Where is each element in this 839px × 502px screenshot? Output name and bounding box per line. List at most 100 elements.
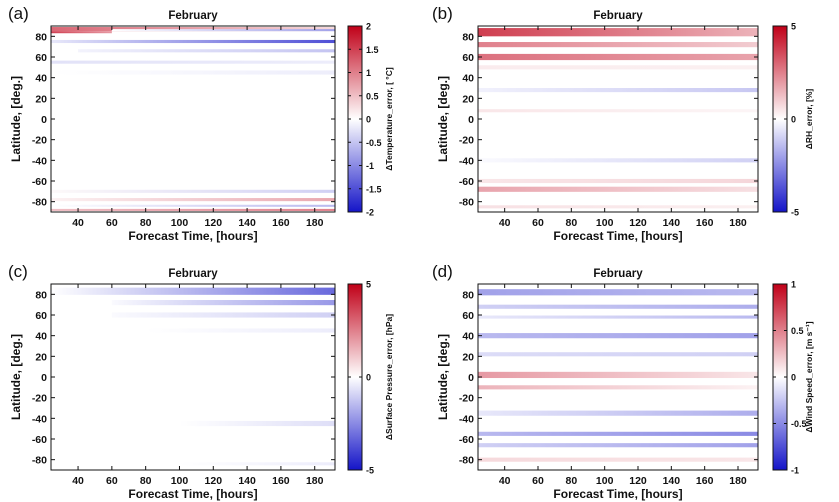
x-tick-label: 160 — [696, 217, 714, 229]
x-tick-label: 160 — [272, 475, 290, 487]
heatmap — [51, 287, 335, 466]
y-tick-label: 60 — [35, 52, 47, 64]
y-tick-label: 20 — [462, 351, 474, 363]
heatmap-band — [478, 186, 758, 192]
colorbar-tick-label: -5 — [791, 208, 799, 218]
colorbar-tick-label: 2 — [366, 22, 371, 32]
heatmap-band — [111, 300, 335, 306]
y-tick-label: 80 — [462, 289, 474, 301]
plot-area — [51, 284, 335, 470]
y-tick-label: -40 — [459, 413, 474, 425]
heatmap-band — [478, 371, 758, 379]
heatmap-band — [478, 431, 758, 436]
x-tick-label: 60 — [106, 475, 118, 487]
y-tick-label: 40 — [35, 73, 47, 85]
colorbar-tick-label: 0 — [366, 373, 371, 383]
heatmap-band — [478, 385, 758, 390]
colorbar-tick-label: 0.5 — [366, 91, 379, 101]
chart-panel-3: 40 60 80 100 120 140 160 180 80 60 40 20 0 -20 -40 -60 -… — [432, 262, 814, 501]
y-tick-label: 60 — [35, 310, 47, 322]
y-tick-label: -60 — [459, 176, 474, 188]
y-tick-label: 60 — [462, 310, 474, 322]
x-tick-label: 60 — [532, 475, 544, 487]
chart-panel-2: 40 60 80 100 120 140 160 180 80 60 40 20 0 -20 -40 -60 -… — [8, 262, 394, 501]
heatmap-band — [478, 65, 758, 70]
y-tick-label: -40 — [32, 155, 47, 167]
y-axis-label: Latitude, [deg.] — [9, 334, 23, 420]
colorbar-tick-label: 0 — [791, 373, 796, 383]
x-tick-label: 120 — [629, 217, 647, 229]
heatmap-band — [111, 312, 335, 318]
colorbar-tick-label: 1 — [791, 280, 796, 290]
chart-title: February — [593, 268, 643, 280]
colorbar-tick-label: -0.5 — [366, 138, 382, 148]
x-tick-label: 180 — [729, 217, 747, 229]
heatmap-band — [51, 189, 335, 193]
x-axis-label: Forecast Time, [hours] — [128, 229, 257, 243]
x-tick-label: 80 — [140, 475, 152, 487]
heatmap-band — [478, 178, 758, 184]
x-tick-label: 120 — [205, 475, 223, 487]
heatmap-band — [478, 53, 758, 61]
heatmap-band — [179, 462, 335, 466]
heatmap-band — [478, 410, 758, 416]
heatmap-band — [478, 88, 758, 93]
heatmap-band — [478, 28, 758, 37]
colorbar-tick-label: -1 — [791, 466, 799, 476]
y-tick-label: 0 — [41, 114, 47, 126]
y-tick-label: -20 — [32, 135, 47, 147]
x-tick-label: 100 — [171, 217, 189, 229]
colorbar-tick-label: 5 — [791, 22, 796, 32]
x-tick-label: 140 — [663, 217, 681, 229]
colorbar-tick-label: -5 — [366, 466, 374, 476]
colorbar-tick-label: -1.5 — [366, 184, 382, 194]
x-tick-label: 40 — [499, 475, 511, 487]
x-tick-label: 80 — [565, 475, 577, 487]
y-tick-label: 20 — [35, 351, 47, 363]
heatmap-band — [478, 443, 758, 448]
x-tick-label: 40 — [72, 217, 84, 229]
colorbar-tick-label: 5 — [366, 280, 371, 290]
y-tick-label: -60 — [32, 176, 47, 188]
x-axis-label: Forecast Time, [hours] — [553, 487, 682, 501]
y-tick-label: -80 — [32, 197, 47, 209]
colorbar-tick-label: 1.5 — [366, 45, 379, 55]
heatmap-band — [478, 205, 758, 209]
y-tick-label: -80 — [459, 455, 474, 467]
heatmap-band — [478, 315, 758, 319]
heatmap-band — [478, 304, 758, 309]
x-tick-label: 100 — [171, 475, 189, 487]
x-axis-label: Forecast Time, [hours] — [128, 487, 257, 501]
x-tick-label: 100 — [596, 217, 614, 229]
heatmap-band — [51, 287, 335, 295]
colorbar-tick-label: 0 — [791, 115, 796, 125]
y-tick-label: 20 — [462, 93, 474, 105]
y-tick-label: 40 — [462, 73, 474, 85]
y-tick-label: -60 — [459, 434, 474, 446]
y-tick-label: 20 — [35, 93, 47, 105]
heatmap-band — [51, 31, 112, 34]
panel-letter: (c) — [8, 262, 28, 281]
chart-title: February — [168, 10, 218, 22]
chart-title: February — [168, 268, 218, 280]
heatmap-band — [478, 158, 758, 163]
chart-panel-0: 40 60 80 100 120 140 160 180806040200-20-40-60-… — [8, 4, 394, 243]
heatmap — [478, 28, 758, 209]
y-tick-label: -20 — [459, 393, 474, 405]
x-tick-label: 40 — [72, 475, 84, 487]
heatmap-band — [51, 208, 335, 211]
panel-letter: (b) — [432, 4, 453, 23]
colorbar-tick-label: -0.5 — [791, 419, 807, 429]
colorbar-label: ΔWind Speed_error, [m s⁻¹] — [804, 321, 814, 432]
x-tick-label: 140 — [238, 217, 256, 229]
heatmap — [51, 27, 335, 211]
x-tick-label: 180 — [306, 217, 324, 229]
heatmap-band — [478, 289, 758, 296]
y-tick-label: 0 — [41, 372, 47, 384]
y-axis-label: Latitude, [deg.] — [9, 76, 23, 162]
heatmap-band — [478, 42, 758, 48]
x-tick-label: 140 — [238, 475, 256, 487]
x-tick-label: 100 — [596, 475, 614, 487]
x-axis-label: Forecast Time, [hours] — [553, 229, 682, 243]
